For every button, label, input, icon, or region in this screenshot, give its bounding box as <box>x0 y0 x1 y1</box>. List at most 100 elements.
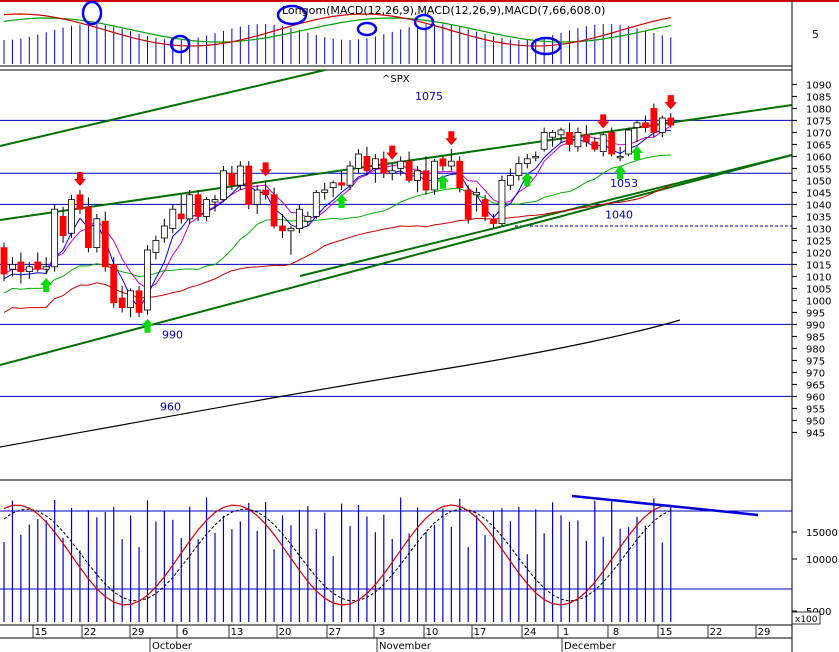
up-arrow-icon <box>614 165 627 180</box>
down-candle <box>262 189 270 196</box>
crossover-circle <box>413 13 435 31</box>
down-candle <box>380 158 388 174</box>
up-candle <box>144 249 151 311</box>
up-candle <box>127 290 134 308</box>
x-tick-label: 1 <box>563 627 569 638</box>
down-arrow-icon <box>73 172 86 186</box>
down-candle <box>591 141 599 150</box>
horizontal-levels: 1075 1053 1040 990 960 <box>0 90 792 413</box>
level-label: 960 <box>160 400 181 413</box>
channel-line <box>0 69 326 147</box>
price-tick-label: 1075 <box>806 116 831 127</box>
price-tick-label: 990 <box>806 320 825 331</box>
up-candle <box>371 158 379 169</box>
down-candle <box>439 158 447 167</box>
top-axis-tick: 5 <box>812 28 819 41</box>
crossover-circle <box>81 0 103 26</box>
up-arrow-icon <box>335 194 348 208</box>
price-tick-label: 965 <box>806 380 825 391</box>
lower-tick-label: 15000 <box>806 528 838 539</box>
down-candle <box>76 194 84 210</box>
x-tick-label: 13 <box>231 627 244 638</box>
up-arrow-icon <box>436 174 449 189</box>
candlesticks <box>0 103 675 318</box>
level-label: 1040 <box>605 208 633 221</box>
up-candle <box>211 199 219 203</box>
down-arrow-icon <box>597 114 610 129</box>
x-tick-label: 27 <box>329 627 342 638</box>
stochastic-line <box>3 504 671 606</box>
month-label: November <box>379 641 432 652</box>
up-candle <box>431 160 438 191</box>
x-tick-label: 29 <box>132 627 145 638</box>
up-candle <box>220 170 227 201</box>
up-arrow-icon <box>40 278 53 292</box>
x-tick-label: 15 <box>660 627 673 638</box>
x-tick-label: 17 <box>474 627 487 638</box>
month-label: December <box>564 641 617 652</box>
price-tick-label: 1040 <box>806 200 831 211</box>
x-tick-label: 8 <box>613 627 619 638</box>
up-candle <box>304 215 312 222</box>
up-arrow-icon <box>631 146 643 160</box>
up-candle <box>616 155 624 159</box>
up-candle <box>473 191 481 196</box>
crossover-circle <box>356 21 378 37</box>
up-candle <box>506 175 514 186</box>
up-candle <box>321 189 329 193</box>
up-arrow-icon <box>141 318 154 333</box>
up-candle <box>388 170 396 174</box>
up-candle <box>186 194 194 220</box>
up-candle <box>599 134 607 153</box>
up-candle <box>93 218 101 249</box>
up-candle <box>287 227 295 232</box>
up-candle <box>658 117 666 133</box>
price-tick-label: 955 <box>806 404 825 415</box>
top-crossover-circles <box>81 0 562 56</box>
down-candle <box>17 261 25 273</box>
up-candle <box>532 155 540 159</box>
down-candle <box>481 199 489 217</box>
up-candle <box>236 165 244 186</box>
price-tick-label: 1000 <box>806 296 831 307</box>
down-candle <box>338 182 346 186</box>
channel-line <box>299 154 793 277</box>
up-candle <box>253 189 261 205</box>
price-tick-label: 950 <box>806 416 825 427</box>
x-tick-label: 10 <box>426 627 439 638</box>
x-tick-label: 22 <box>710 627 723 638</box>
down-arrow-icon <box>664 95 677 110</box>
down-candle <box>228 172 236 186</box>
down-candle <box>59 215 67 236</box>
up-candle <box>633 122 641 129</box>
x-tick-label: 6 <box>182 627 188 638</box>
price-tick-label: 970 <box>806 368 825 379</box>
up-candle <box>169 208 177 229</box>
price-tick-label: 1090 <box>806 80 831 91</box>
price-tick-label: 975 <box>806 356 825 367</box>
x-tick-label: 3 <box>379 627 385 638</box>
down-candle <box>642 122 649 129</box>
signal-arrows <box>40 95 677 333</box>
up-candle <box>540 131 548 150</box>
up-arrow-icon <box>521 172 534 187</box>
down-arrow-icon <box>445 131 458 146</box>
up-candle <box>42 266 50 270</box>
up-candle <box>397 160 405 169</box>
up-candle <box>203 199 210 217</box>
up-candle <box>160 225 168 239</box>
price-tick-label: 1020 <box>806 248 831 259</box>
price-tick-label: 985 <box>806 332 825 343</box>
down-candle <box>490 218 497 225</box>
down-candle <box>118 297 126 309</box>
price-tick-label: 1055 <box>806 164 831 175</box>
lower-volume-bars <box>3 497 672 622</box>
up-candle <box>414 170 421 181</box>
down-arrow-icon <box>386 145 399 160</box>
level-label: 990 <box>162 328 183 341</box>
price-tick-label: 1045 <box>806 188 831 199</box>
down-candle <box>608 131 616 155</box>
down-candle <box>245 165 253 205</box>
down-candle <box>85 206 92 249</box>
